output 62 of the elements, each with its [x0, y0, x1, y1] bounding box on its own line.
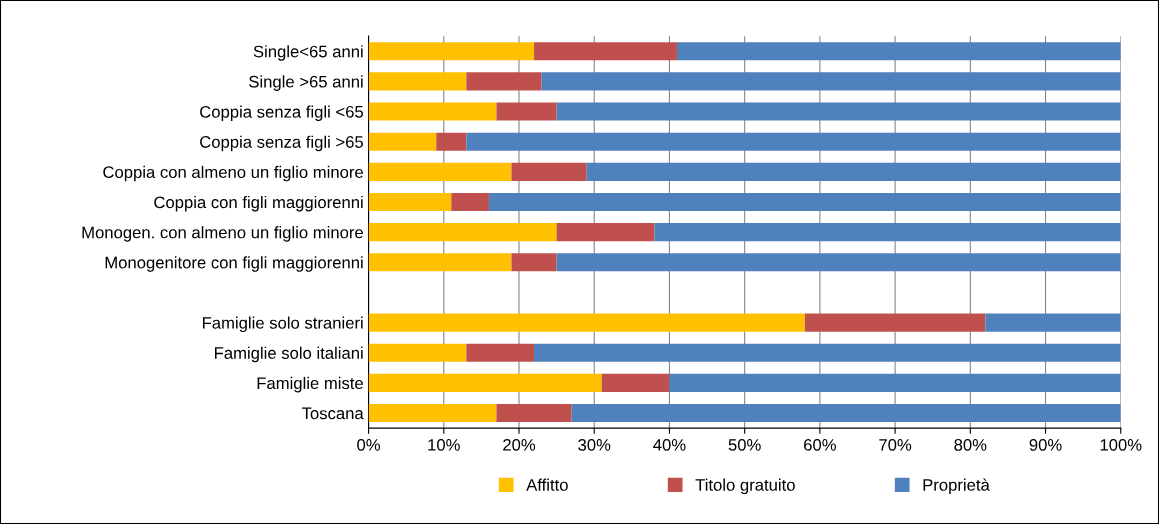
bar [368, 72, 467, 91]
bar [496, 102, 557, 121]
bar [804, 313, 986, 332]
bar [368, 162, 512, 181]
bar [368, 373, 602, 392]
x-tick-label: 60% [804, 438, 836, 451]
bar [488, 192, 1121, 212]
y-tick-label: Coppia senza figli >65 [200, 135, 364, 152]
bar [654, 223, 1121, 242]
y-tick-label: Coppia senza figli <65 [200, 105, 364, 122]
bar [466, 132, 1121, 151]
bar [534, 42, 677, 61]
bar [368, 253, 512, 272]
legend-label: Affitto [526, 478, 568, 491]
bar [368, 42, 535, 61]
y-tick-label: Toscana [302, 407, 364, 420]
bar [541, 72, 1121, 91]
y-tick-label: Coppia con figli maggiorenni [154, 195, 363, 212]
x-tick-label: 100% [1100, 438, 1142, 451]
bar [556, 253, 1121, 272]
bar [451, 192, 489, 212]
bar [496, 403, 572, 423]
x-tick-label: 20% [503, 438, 536, 451]
x-tick-label: 50% [728, 438, 761, 451]
bar [601, 373, 670, 392]
bar [985, 313, 1121, 332]
y-tick-label: Famiglie miste [257, 376, 363, 393]
x-tick-label: 80% [954, 438, 987, 451]
bar [571, 403, 1121, 423]
y-tick-label: Monogen. con almeno un figlio minore [82, 226, 363, 242]
bar [368, 192, 452, 212]
x-tick-label: 10% [428, 438, 460, 451]
bar [556, 102, 1121, 121]
bar [436, 132, 467, 151]
bar [586, 162, 1121, 181]
y-tick-label: Famiglie solo italiani [215, 346, 363, 363]
bar [466, 72, 542, 91]
bar [466, 343, 535, 362]
bar [368, 343, 467, 362]
x-tick-label: 40% [653, 438, 686, 451]
y-tick-label: Single<65 anni [253, 45, 363, 61]
x-tick-label: 0% [357, 438, 381, 451]
bar [676, 42, 1121, 61]
y-tick-label: Famiglie solo stranieri [202, 316, 363, 333]
x-tick-label: 70% [879, 438, 912, 451]
bar [534, 343, 1121, 362]
legend-label: Titolo gratuito [695, 478, 795, 495]
y-tick-label: Monogenitore con figli maggiorenni [105, 256, 363, 272]
bar [368, 102, 497, 121]
bar [368, 223, 557, 242]
x-tick-label: 30% [578, 438, 611, 451]
legend-label: Proprietà [923, 478, 990, 495]
y-tick-label: Coppia con almeno un figlio minore [103, 165, 363, 182]
bar [368, 132, 437, 151]
bar [368, 313, 805, 332]
bar [511, 253, 557, 272]
x-tick-label: 90% [1029, 438, 1062, 451]
bar [556, 223, 655, 242]
bar [669, 373, 1121, 392]
bar [368, 403, 497, 423]
y-tick-label: Single >65 anni [249, 75, 363, 91]
bar [511, 162, 587, 181]
